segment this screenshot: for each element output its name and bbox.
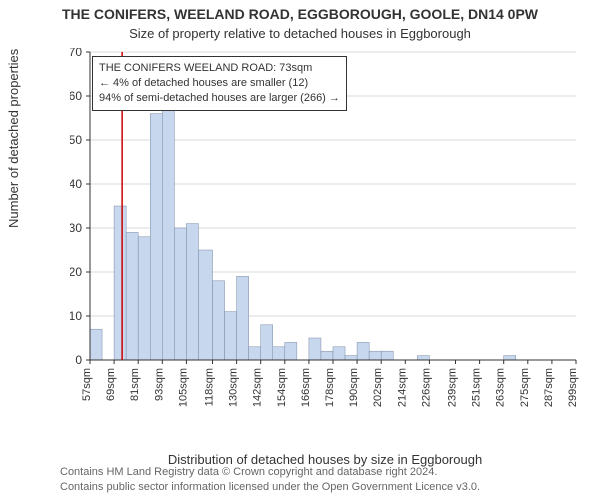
x-tick-label: 239sqm bbox=[447, 368, 459, 407]
chart-title: THE CONIFERS, WEELAND ROAD, EGGBOROUGH, … bbox=[0, 6, 600, 22]
x-tick-label: 226sqm bbox=[420, 368, 432, 407]
histogram-bar bbox=[357, 342, 369, 360]
x-tick-label: 154sqm bbox=[276, 368, 288, 407]
y-tick-label: 50 bbox=[70, 133, 82, 147]
histogram-bar bbox=[225, 312, 237, 360]
histogram-bar bbox=[381, 351, 393, 360]
histogram-bar bbox=[249, 347, 261, 360]
y-axis-label: Number of detached properties bbox=[6, 49, 21, 228]
annotation-line-1: THE CONIFERS WEELAND ROAD: 73sqm bbox=[99, 61, 340, 76]
x-tick-label: 202sqm bbox=[372, 368, 384, 407]
x-tick-label: 166sqm bbox=[300, 368, 312, 407]
x-tick-label: 287sqm bbox=[543, 368, 555, 407]
x-tick-label: 81sqm bbox=[129, 368, 141, 401]
histogram-bar bbox=[138, 237, 150, 360]
x-tick-label: 190sqm bbox=[348, 368, 360, 407]
histogram-bar bbox=[309, 338, 321, 360]
x-tick-label: 263sqm bbox=[495, 368, 507, 407]
y-tick-label: 0 bbox=[75, 353, 82, 367]
histogram-bar bbox=[273, 347, 285, 360]
annotation-line-3: 94% of semi-detached houses are larger (… bbox=[99, 91, 340, 106]
histogram-bar bbox=[213, 281, 225, 360]
footer-line-2: Contains public sector information licen… bbox=[60, 480, 580, 494]
y-tick-label: 20 bbox=[70, 265, 82, 279]
x-tick-label: 118sqm bbox=[204, 368, 216, 406]
histogram-bar bbox=[369, 351, 381, 360]
histogram-bar bbox=[114, 206, 126, 360]
x-tick-label: 57sqm bbox=[81, 368, 93, 401]
chart-subtitle: Size of property relative to detached ho… bbox=[0, 26, 600, 41]
footer-line-1: Contains HM Land Registry data © Crown c… bbox=[60, 465, 580, 479]
footer-attribution: Contains HM Land Registry data © Crown c… bbox=[60, 465, 580, 494]
x-tick-label: 93sqm bbox=[153, 368, 165, 401]
histogram-bar bbox=[126, 232, 138, 360]
x-tick-label: 178sqm bbox=[324, 368, 336, 407]
histogram-bar bbox=[198, 250, 212, 360]
x-tick-label: 69sqm bbox=[105, 368, 117, 401]
x-tick-label: 275sqm bbox=[519, 368, 531, 407]
histogram-bar bbox=[150, 114, 162, 360]
x-tick-label: 299sqm bbox=[567, 368, 579, 407]
y-tick-label: 60 bbox=[70, 89, 82, 103]
x-tick-label: 251sqm bbox=[471, 368, 483, 407]
y-tick-label: 30 bbox=[70, 221, 82, 235]
x-tick-label: 214sqm bbox=[396, 368, 408, 407]
y-tick-label: 70 bbox=[70, 48, 82, 59]
histogram-bar bbox=[90, 329, 102, 360]
x-tick-label: 130sqm bbox=[228, 368, 240, 407]
annotation-line-2: ← 4% of detached houses are smaller (12) bbox=[99, 76, 340, 91]
histogram-bar bbox=[162, 109, 174, 360]
histogram-bar bbox=[237, 276, 249, 360]
histogram-bar bbox=[174, 228, 186, 360]
histogram-bar bbox=[333, 347, 345, 360]
histogram-bar bbox=[321, 351, 333, 360]
y-tick-label: 40 bbox=[70, 177, 82, 191]
x-tick-label: 105sqm bbox=[177, 368, 189, 407]
histogram-bar bbox=[345, 356, 357, 360]
histogram-bar bbox=[186, 224, 198, 360]
x-tick-label: 142sqm bbox=[252, 368, 264, 407]
y-tick-label: 10 bbox=[70, 309, 82, 323]
histogram-bar bbox=[285, 342, 297, 360]
annotation-box: THE CONIFERS WEELAND ROAD: 73sqm ← 4% of… bbox=[92, 56, 347, 111]
histogram-bar bbox=[261, 325, 273, 360]
histogram-bar bbox=[504, 356, 516, 360]
histogram-bar bbox=[417, 356, 429, 360]
